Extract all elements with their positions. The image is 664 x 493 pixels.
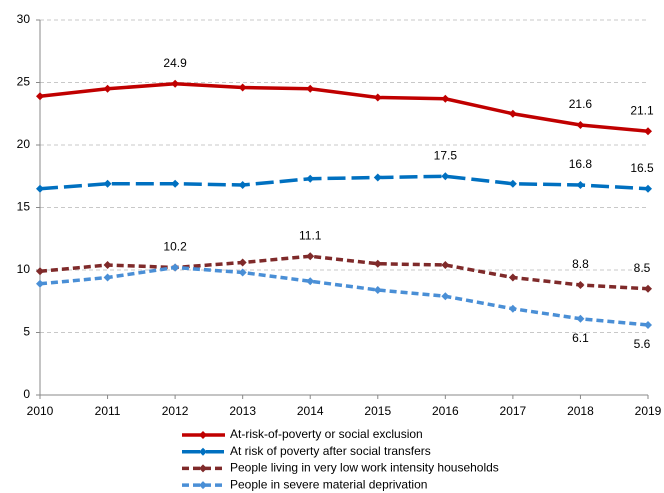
marker (441, 172, 450, 181)
marker (644, 127, 652, 136)
marker (238, 83, 247, 92)
marker (644, 284, 652, 293)
y-tick-label: 10 (17, 262, 31, 276)
x-tick-label: 2013 (229, 404, 256, 418)
legend-marker (199, 481, 207, 490)
marker (576, 281, 585, 289)
marker (171, 179, 180, 188)
data-label: 21.6 (569, 97, 593, 111)
legend-marker (199, 431, 207, 439)
marker (508, 179, 517, 188)
marker (238, 258, 247, 267)
x-tick-label: 2018 (567, 404, 594, 418)
y-tick-label: 0 (23, 387, 30, 401)
marker (644, 321, 652, 329)
marker (373, 259, 382, 268)
marker (306, 84, 315, 93)
marker (306, 174, 315, 183)
data-label: 17.5 (434, 148, 458, 162)
marker (508, 273, 517, 282)
marker (508, 304, 517, 313)
marker (103, 273, 112, 282)
y-tick-label: 30 (17, 12, 31, 26)
legend-label: People in severe material deprivation (230, 477, 427, 491)
x-tick-label: 2019 (635, 404, 662, 418)
data-label: 6.1 (572, 331, 589, 345)
marker (644, 184, 652, 193)
legend-label: People living in very low work intensity… (230, 461, 499, 475)
marker (508, 109, 517, 118)
x-tick-label: 2016 (432, 404, 459, 418)
marker (103, 261, 112, 269)
marker (373, 286, 382, 294)
series-line (39, 81, 649, 133)
data-label: 5.6 (634, 337, 651, 351)
marker (441, 94, 450, 103)
marker (576, 314, 585, 323)
marker (36, 279, 44, 288)
x-tick-label: 2017 (500, 404, 527, 418)
series-line (39, 174, 649, 191)
marker (373, 173, 382, 182)
x-tick-label: 2011 (95, 404, 121, 418)
y-tick-label: 20 (17, 137, 31, 151)
data-label: 8.5 (634, 261, 651, 275)
x-tick-label: 2014 (297, 404, 324, 418)
marker (576, 181, 585, 189)
marker (306, 252, 315, 261)
data-label: 21.1 (630, 103, 654, 117)
x-tick-label: 2012 (162, 404, 189, 418)
data-label: 24.9 (163, 56, 187, 70)
x-tick-label: 2015 (364, 404, 391, 418)
marker (441, 292, 450, 301)
legend-marker (199, 464, 207, 473)
series-line (39, 254, 649, 291)
marker (171, 79, 180, 88)
data-label: 16.8 (569, 157, 593, 171)
data-label: 8.8 (572, 257, 589, 271)
marker (238, 268, 247, 277)
legend-label: At risk of poverty after social transfer… (230, 444, 431, 458)
data-label: 11.1 (299, 228, 322, 242)
y-tick-label: 15 (17, 200, 31, 214)
series-line (39, 265, 649, 327)
marker (373, 93, 382, 102)
y-tick-label: 25 (17, 75, 31, 89)
legend-marker (199, 447, 207, 456)
marker (103, 179, 112, 188)
marker (36, 267, 44, 276)
y-tick-label: 5 (23, 325, 30, 339)
marker (36, 92, 44, 101)
marker (103, 84, 112, 93)
marker (171, 263, 180, 272)
marker (306, 277, 315, 286)
x-tick-label: 2010 (27, 404, 54, 418)
marker (36, 184, 44, 193)
marker (576, 121, 585, 129)
legend-label: At-risk-of-poverty or social exclusion (230, 427, 423, 441)
data-label: 16.5 (630, 161, 654, 175)
data-label: 10.2 (163, 240, 187, 254)
marker (238, 181, 247, 189)
marker (441, 261, 450, 269)
